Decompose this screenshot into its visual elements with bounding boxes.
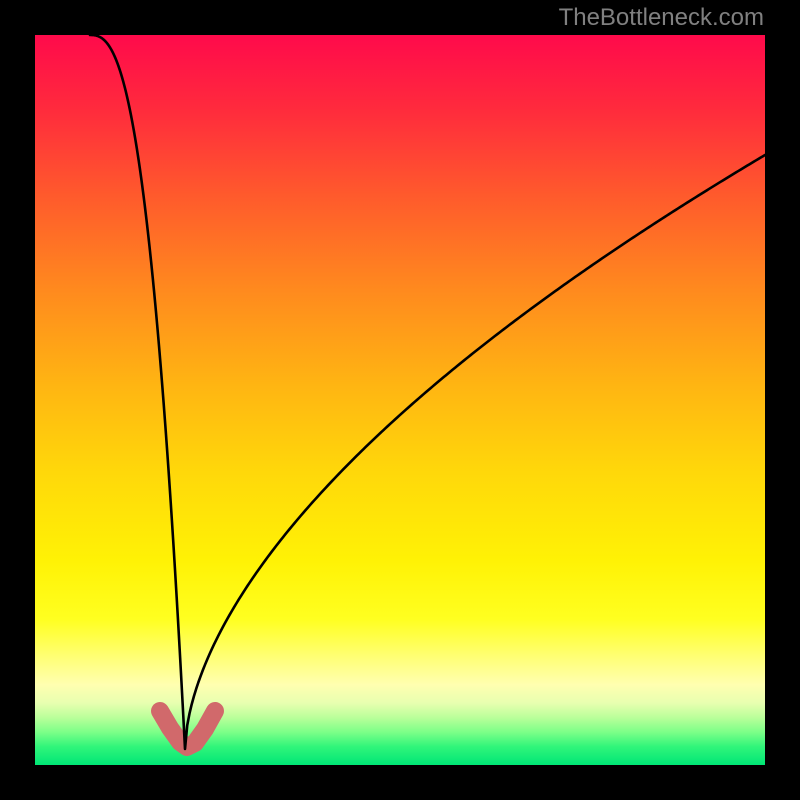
watermark-text: TheBottleneck.com [559,4,764,32]
gradient-background [35,35,765,765]
chart-svg [35,35,765,765]
plot-area [35,35,765,765]
